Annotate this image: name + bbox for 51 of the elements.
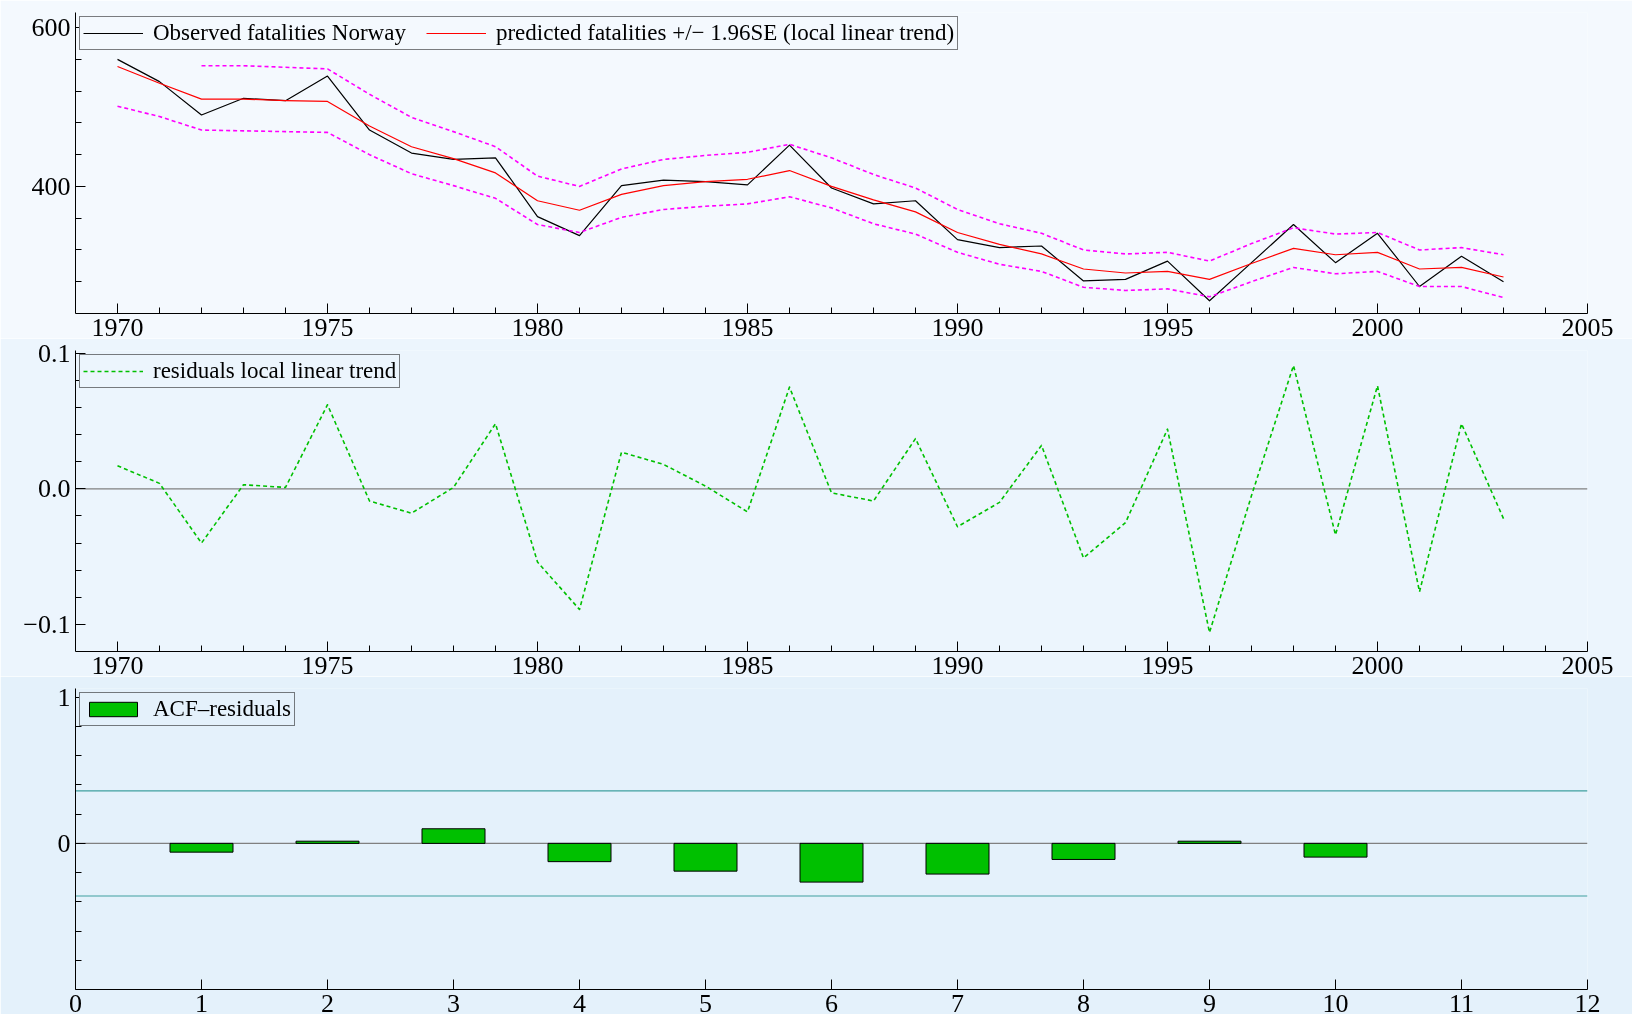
legend-label: ACF–residuals	[153, 696, 291, 722]
x-tick-label: 1970	[91, 650, 144, 680]
x-tick-label: 1990	[931, 312, 984, 342]
bar	[421, 828, 486, 844]
y-tick-label: 0.0	[38, 474, 71, 504]
legend-label: Observed fatalities Norway	[153, 20, 406, 46]
x-tick-label: 1975	[301, 312, 354, 342]
x-tick-label: 1980	[511, 650, 564, 680]
bar	[295, 840, 360, 844]
x-tick-label: 2000	[1351, 650, 1404, 680]
x-tick-label: 2000	[1351, 312, 1404, 342]
bar	[925, 842, 990, 875]
x-tick-label: 2	[321, 988, 334, 1018]
legend-label: residuals local linear trend	[153, 358, 397, 384]
x-tick-label: 2005	[1561, 650, 1614, 680]
line-series	[116, 105, 1505, 299]
x-tick-label: 4	[573, 988, 586, 1018]
x-tick-label: 1985	[721, 312, 774, 342]
y-tick-label: −0.1	[23, 609, 71, 639]
x-tick-label: 1970	[91, 312, 144, 342]
x-tick-label: 1985	[721, 650, 774, 680]
x-tick-label: 10	[1322, 988, 1349, 1018]
y-tick-label: 1	[57, 682, 71, 712]
y-tick-label: 600	[31, 13, 71, 43]
x-tick-label: 3	[447, 988, 460, 1018]
legend-label: predicted fatalities +/− 1.96SE (local linear trend)	[495, 20, 955, 46]
y-tick-label: 400	[31, 171, 71, 201]
x-tick-label: 8	[1077, 988, 1090, 1018]
bar	[547, 842, 612, 863]
bar	[673, 842, 738, 872]
x-tick-label: 5	[699, 988, 712, 1018]
x-tick-label: 1995	[1141, 312, 1194, 342]
x-tick-label: 1980	[511, 312, 564, 342]
x-tick-label: 11	[1448, 988, 1475, 1018]
x-tick-label: 9	[1203, 988, 1216, 1018]
x-tick-label: 7	[951, 988, 964, 1018]
x-tick-label: 1	[195, 988, 208, 1018]
bar	[799, 842, 864, 883]
bar	[1177, 840, 1242, 844]
bar	[1303, 842, 1368, 858]
x-tick-label: 1995	[1141, 650, 1194, 680]
x-tick-label: 6	[825, 988, 838, 1018]
bar	[169, 842, 234, 853]
x-tick-label: 2005	[1561, 312, 1614, 342]
x-tick-label: 1990	[931, 650, 984, 680]
x-tick-label: 12	[1574, 988, 1601, 1018]
x-tick-label: 1975	[301, 650, 354, 680]
bar	[1051, 842, 1116, 860]
y-tick-label: 0	[57, 828, 71, 858]
line-series	[116, 364, 1505, 634]
y-tick-label: 0.1	[38, 338, 71, 368]
